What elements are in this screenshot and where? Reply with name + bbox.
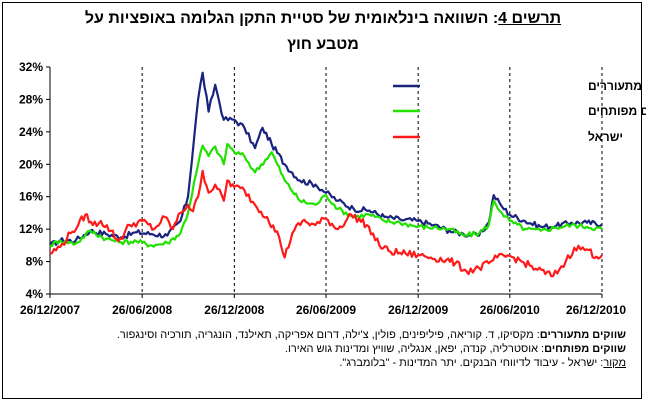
note-source-label: מקור <box>603 357 626 369</box>
x-tick-label: 26/06/2008 <box>112 303 172 317</box>
legend-item-israel-label: ישראל <box>588 130 623 144</box>
note-developed-text: : אוסטרליה, קנדה, יפאן, אנגליה, שוויץ ומ… <box>284 343 545 355</box>
x-tick-labels: 26/12/2007 26/06/2008 26/12/2008 26/06/2009… <box>20 303 626 317</box>
chart-title: תרשים 4: השוואה בינלאומית של סטיית התקן … <box>0 6 646 58</box>
y-tick-label: 32% <box>19 60 43 74</box>
x-tick-label: 26/12/2010 <box>566 303 626 317</box>
legend: ממוצע שווקים מתעוררים ממוצע שווקים מפותחי… <box>393 79 646 144</box>
note-developed: שווקים מפותחים: אוסטרליה, קנדה, יפאן, אנ… <box>26 342 626 356</box>
axes <box>46 66 603 298</box>
y-tick-label: 20% <box>19 157 43 171</box>
y-tick-labels: 4% 8% 12% 16% 20% 24% 28% 32% <box>19 60 43 301</box>
title-text: : השוואה בינלאומית של סטיית התקן הגלומה … <box>84 10 499 27</box>
note-emerging-label: שווקים מתעוררים <box>539 329 626 341</box>
y-tick-label: 12% <box>19 222 43 236</box>
y-tick-label: 16% <box>19 190 43 204</box>
grid-lines <box>141 67 603 294</box>
series-lines <box>49 71 603 278</box>
chart-frame <box>2 2 642 399</box>
note-emerging-text: : מקסיקו, ד. קוריאה, פיליפינים, פולין, צ… <box>116 329 540 341</box>
x-tick-label: 26/12/2007 <box>20 303 80 317</box>
y-tick-label: 24% <box>19 125 43 139</box>
x-tick-label: 26/06/2009 <box>296 303 356 317</box>
chart-notes: שווקים מתעוררים: מקסיקו, ד. קוריאה, פילי… <box>26 328 626 370</box>
note-developed-label: שווקים מפותחים <box>544 343 626 355</box>
y-tick-label: 4% <box>26 287 44 301</box>
title-lead: תרשים 4 <box>498 10 562 27</box>
title-line2: מטבע חוץ <box>287 36 359 53</box>
note-source-text: : ישראל - עיבוד לדיווחי הבנקים. יתר המדי… <box>339 357 604 369</box>
note-source: מקור: ישראל - עיבוד לדיווחי הבנקים. יתר … <box>26 356 626 370</box>
series-line-developed <box>49 142 603 248</box>
series-line-israel <box>49 169 603 278</box>
x-tick-label: 26/12/2008 <box>204 303 264 317</box>
legend-item-emerging-label: ממוצע שווקים מתעוררים <box>588 79 646 93</box>
series-line-emerging <box>49 71 603 246</box>
x-tick-label: 26/12/2009 <box>388 303 448 317</box>
y-tick-label: 28% <box>19 92 43 106</box>
x-tick-label: 26/06/2010 <box>480 303 540 317</box>
y-tick-label: 8% <box>26 255 44 269</box>
note-emerging: שווקים מתעוררים: מקסיקו, ד. קוריאה, פילי… <box>26 328 626 342</box>
legend-item-developed-label: ממוצע שווקים מפותחים <box>588 104 646 118</box>
